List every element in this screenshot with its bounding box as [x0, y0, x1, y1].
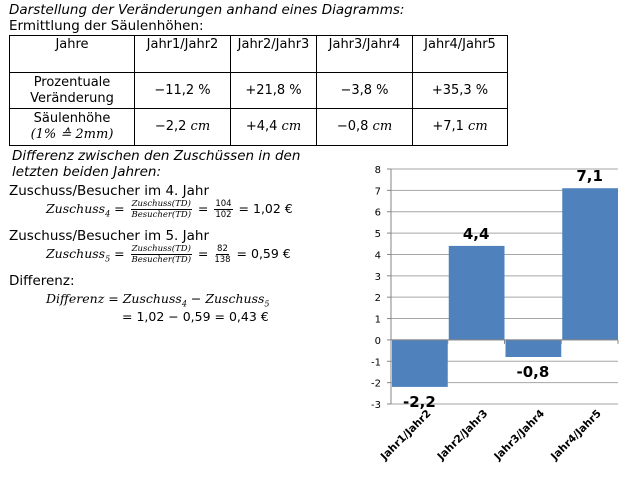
difference-title: Differenz zwischen den Zuschüssen in den…	[12, 148, 301, 180]
result: = 0,59 €	[236, 246, 291, 261]
cell-unit: cm	[190, 119, 211, 134]
bar	[562, 188, 618, 340]
denominator: 138	[214, 255, 231, 265]
numerator: 104	[214, 199, 233, 210]
result: = 1,02 €	[238, 201, 293, 216]
data-label: 4,4	[463, 225, 490, 243]
table-cell: +21,8 %	[230, 72, 317, 109]
data-label: -2,2	[403, 393, 436, 411]
data-label: -0,8	[516, 363, 549, 381]
year4-formula: Zuschuss4 = Zuschuss(TD) Besucher(TD) = 1…	[46, 199, 293, 220]
bar	[448, 245, 505, 340]
y-tick-label: 3	[375, 272, 381, 283]
diff-result: = 1,02 − 0,59 = 0,43 €	[122, 309, 269, 324]
cell-unit: cm	[372, 119, 393, 134]
x-tick-label: Jahr3/Jahr4	[491, 408, 547, 464]
fraction: Zuschuss(TD) Besucher(TD)	[130, 199, 192, 220]
formula-sub: 4	[105, 209, 111, 219]
table-row: Säulenhöhe (1% ≙ 2mm) −2,2 cm +4,4 cm −0,…	[9, 108, 508, 146]
bar	[392, 339, 448, 387]
numerator: Zuschuss(TD)	[130, 244, 192, 255]
cell-value: −2,2	[154, 119, 187, 134]
table-cell: −11,2 %	[134, 72, 231, 109]
y-tick-label: 7	[375, 186, 381, 197]
row-label: Prozentuale Veränderung	[9, 72, 135, 109]
year5-formula: Zuschuss5 = Zuschuss(TD) Besucher(TD) = 8…	[46, 244, 291, 265]
subheading: Ermittlung der Säulenhöhen:	[9, 18, 204, 34]
year4-label: Zuschuss/Besucher im 4. Jahr	[9, 183, 209, 199]
denominator: Besucher(TD)	[131, 255, 192, 265]
bar	[505, 339, 562, 357]
y-tick-label: 0	[375, 336, 381, 347]
x-tick-label: Jahr1/Jahr2	[378, 408, 434, 464]
formula-lhs: Zuschuss	[46, 201, 106, 216]
cell-value: +4,4	[245, 119, 278, 134]
numerator: Zuschuss(TD)	[130, 199, 192, 210]
denominator: 102	[215, 210, 232, 220]
cell-unit: cm	[468, 119, 488, 134]
formula-sub: 5	[264, 299, 270, 309]
formula-term: Zuschuss	[205, 291, 265, 306]
row-label-text: Säulenhöhe	[33, 111, 111, 126]
header-cell: Jahr4/Jahr5	[412, 35, 508, 73]
fraction: 82 138	[214, 244, 230, 265]
fraction: Zuschuss(TD) Besucher(TD)	[130, 244, 192, 265]
y-tick-label: -1	[371, 357, 381, 368]
cell-unit: cm	[281, 119, 302, 134]
year5-label: Zuschuss/Besucher im 5. Jahr	[9, 228, 209, 244]
fraction: 104 102	[214, 199, 233, 220]
formula-term: Zuschuss	[122, 291, 182, 306]
y-tick-label: -3	[371, 400, 381, 411]
cell-value: +7,1	[432, 119, 464, 134]
y-tick-label: 6	[375, 208, 381, 219]
y-tick-label: 4	[375, 250, 381, 261]
table-row: Prozentuale Veränderung −11,2 % +21,8 % …	[9, 72, 508, 109]
header-cell: Jahr1/Jahr2	[134, 35, 231, 73]
table-cell: +4,4 cm	[230, 108, 317, 146]
y-tick-label: 1	[375, 315, 381, 326]
table-cell: −2,2 cm	[134, 108, 231, 146]
y-tick-label: -2	[371, 379, 381, 390]
formula-lhs: Zuschuss	[46, 246, 106, 261]
table-cell: +7,1 cm	[412, 108, 508, 146]
header-cell: Jahre	[9, 35, 135, 73]
cell-value: −0,8	[336, 119, 369, 134]
x-tick-label: Jahr2/Jahr3	[435, 408, 491, 464]
denominator: Besucher(TD)	[131, 210, 192, 220]
numerator: 82	[216, 244, 229, 255]
table-cell: −0,8 cm	[316, 108, 413, 146]
table-header-row: Jahre Jahr1/Jahr2 Jahr2/Jahr3 Jahr3/Jahr…	[9, 35, 508, 73]
header-cell: Jahr3/Jahr4	[316, 35, 413, 73]
formula-sub: 4	[181, 299, 187, 309]
heading: Darstellung der Veränderungen anhand ein…	[9, 2, 405, 18]
formula-sub: 5	[105, 254, 111, 264]
table-cell: +35,3 %	[412, 72, 508, 109]
x-tick-label: Jahr4/Jahr5	[548, 408, 604, 464]
y-tick-label: 8	[375, 165, 381, 176]
table-cell: −3,8 %	[316, 72, 413, 109]
change-table: Jahre Jahr1/Jahr2 Jahr2/Jahr3 Jahr3/Jahr…	[9, 35, 508, 146]
diff-label: Differenz:	[9, 273, 75, 289]
row-sublabel: (1% ≙ 2mm)	[30, 127, 114, 142]
header-cell: Jahr2/Jahr3	[230, 35, 317, 73]
y-tick-label: 2	[375, 293, 381, 304]
y-tick-label: 5	[375, 229, 381, 240]
data-label: 7,1	[576, 167, 603, 185]
diff-formula: Differenz = Zuschuss4 − Zuschuss5	[46, 291, 270, 309]
row-label: Säulenhöhe (1% ≙ 2mm)	[9, 108, 135, 146]
formula-lhs: Differenz	[46, 291, 105, 306]
